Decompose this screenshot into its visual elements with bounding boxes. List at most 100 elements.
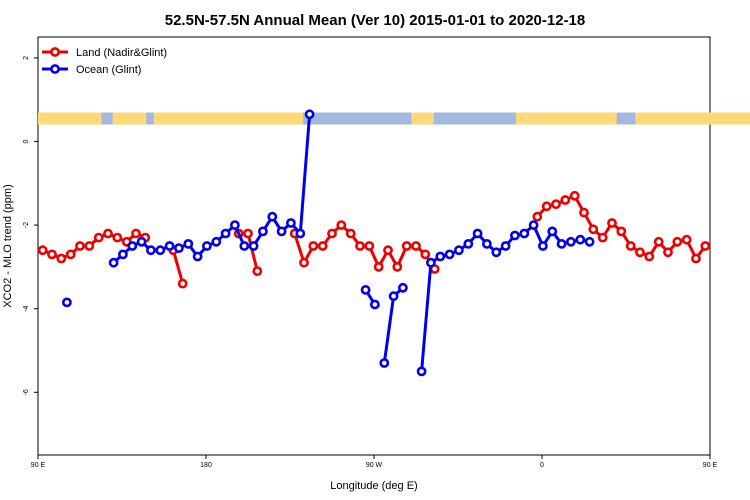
data-point [532,211,543,222]
series-layer [37,109,711,377]
data-point [373,261,384,272]
data-point [700,241,711,251]
legend-land-marker [50,47,60,57]
data-point [295,228,306,239]
data-point [37,245,48,256]
data-point [243,228,253,239]
data-point [388,291,399,302]
data-point [118,249,128,260]
data-point [65,249,76,260]
data-point [136,236,147,247]
data-point [304,109,315,120]
data-point [392,261,403,272]
data-point [383,245,393,256]
band-land [112,112,147,125]
data-point [360,284,371,295]
x-axis-label: Longitude (deg E) [330,480,417,492]
data-point [355,241,365,251]
data-point [379,358,390,368]
data-point [500,241,511,251]
data-point [267,211,278,222]
data-point [285,218,296,228]
data-point [239,241,250,251]
legend-land-label: Land (Nadir&Glint) [76,47,167,59]
data-point [556,238,567,249]
data-point [183,238,194,249]
y-tick-label: -6 [23,389,30,395]
data-point [411,241,421,251]
data-point [681,234,692,245]
data-point [201,241,212,251]
data-point [538,241,548,251]
band-land [635,112,750,125]
data-point [575,234,586,245]
data-point [401,241,412,251]
data-point [177,278,188,289]
series-ocean [62,109,595,377]
data-point [93,232,104,243]
legend-ocean-marker [50,64,60,74]
series-land [37,190,711,289]
data-point [597,232,608,243]
data-point [420,249,431,260]
data-point [252,266,263,276]
legend: Land (Nadir&Glint) Ocean (Glint) [42,47,167,76]
data-point [317,241,328,251]
data-point [47,249,57,260]
data-point [75,241,85,251]
data-point [248,241,259,251]
data-point [192,251,203,262]
data-point [584,236,595,247]
data-point [345,228,356,239]
data-point [173,243,184,253]
series-line [171,249,185,285]
data-point [229,220,240,230]
data-point [541,201,552,212]
data-point [672,236,683,247]
data-point [84,241,95,251]
data-point [211,236,222,247]
data-point [453,245,464,256]
y-tick-label: -2 [23,222,30,228]
series-line [112,114,312,264]
data-point [635,247,645,258]
data-point [327,228,337,239]
band-land [411,112,434,125]
data-point [364,241,375,251]
data-point [663,247,673,258]
data-point [257,226,268,237]
y-axis: 2 0 -2 -4 -6 [23,56,38,395]
data-point [472,228,483,239]
data-point [425,257,436,268]
band-land [515,112,617,125]
legend-ocean-label: Ocean (Glint) [76,64,141,76]
data-point [397,282,408,293]
data-point [164,241,175,251]
data-point [579,207,589,218]
y-tick-label: -4 [23,305,30,311]
x-tick-label: 90 W [366,462,383,469]
data-point [491,247,502,258]
data-point [528,220,539,230]
data-point [510,230,520,241]
data-point [336,220,347,230]
data-point [299,257,309,268]
data-point [569,190,580,201]
data-point [155,245,166,256]
data-point [369,299,380,310]
y-tick-label: 2 [23,56,30,60]
data-point [62,297,72,308]
data-point [566,236,576,247]
data-point [220,228,231,239]
data-point [108,257,119,268]
data-point [103,228,113,239]
data-point [653,236,664,247]
data-point [560,195,571,205]
data-point [435,251,446,262]
data-point [127,241,138,251]
data-point [308,241,319,251]
data-point [131,228,141,239]
data-point [416,366,427,377]
